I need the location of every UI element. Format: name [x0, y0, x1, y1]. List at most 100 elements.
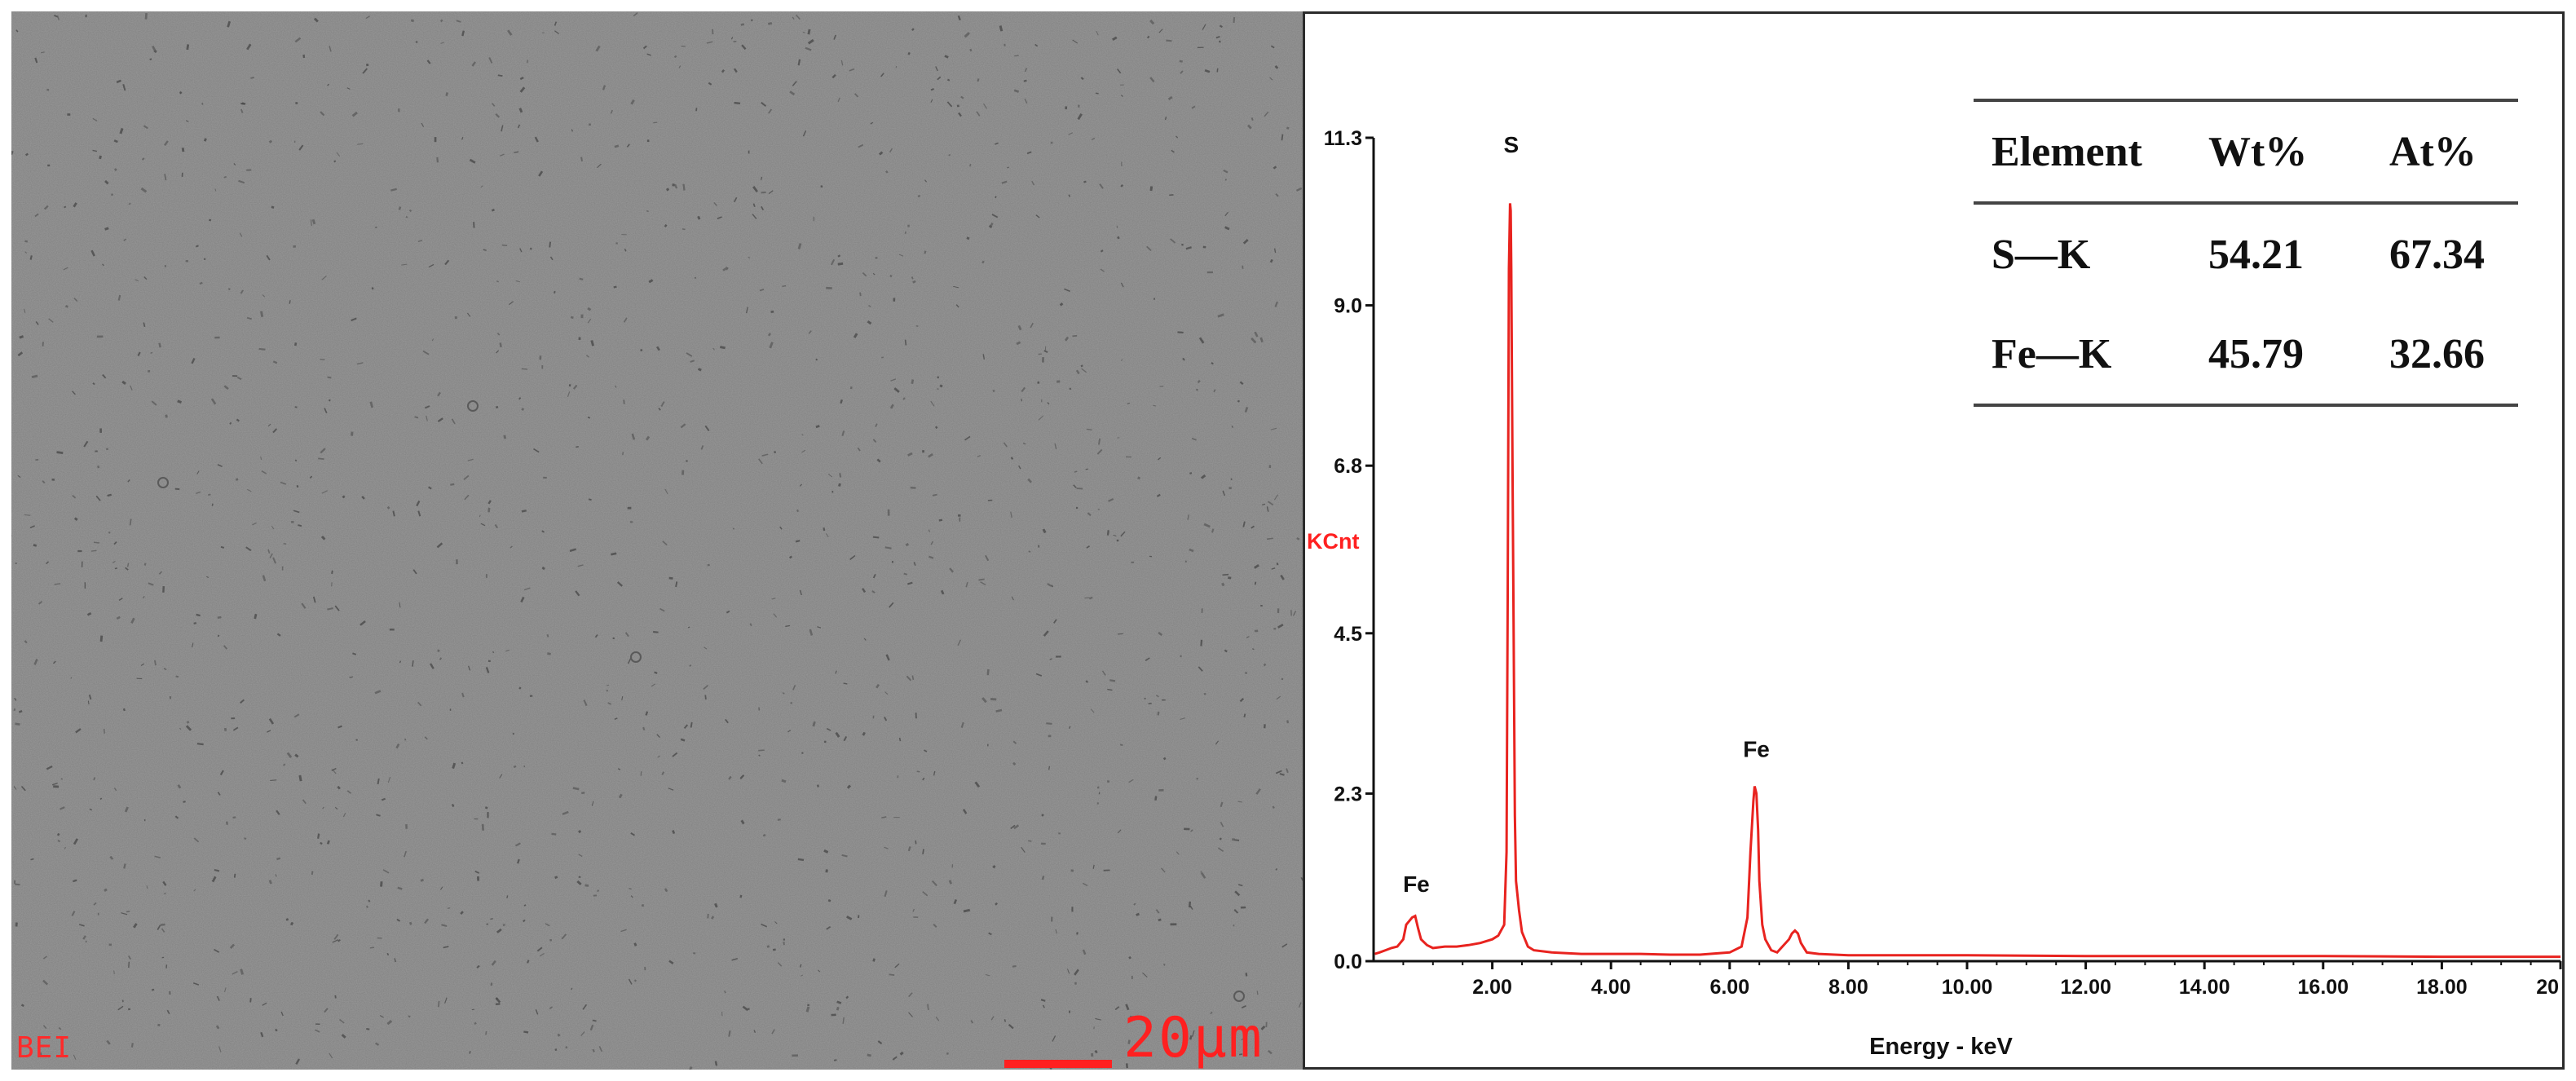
sem-speck	[894, 963, 900, 968]
sem-speck	[14, 697, 17, 701]
sem-speck	[1158, 29, 1163, 33]
sem-speck	[831, 258, 836, 266]
sem-speck	[496, 280, 499, 283]
sem-speck	[668, 576, 673, 580]
sem-speck	[15, 722, 20, 726]
sem-speck	[889, 602, 894, 608]
sem-speck	[1246, 636, 1250, 638]
sem-speck	[1204, 68, 1211, 73]
sem-speck	[130, 617, 135, 624]
sem-speck	[519, 76, 524, 81]
sem-speck	[1125, 1063, 1129, 1069]
sem-speck	[749, 623, 752, 627]
sem-speck	[906, 675, 912, 682]
sem-speck	[283, 542, 287, 545]
sem-speck	[836, 1006, 840, 1011]
sem-speck	[1120, 282, 1124, 288]
sem-speck	[1075, 506, 1078, 510]
sem-speck	[161, 956, 165, 959]
sem-mode-label: BEI	[16, 1031, 73, 1065]
sem-speck	[688, 1066, 693, 1070]
sem-speck	[1273, 628, 1277, 630]
sem-speck	[1149, 19, 1155, 25]
sem-speck	[127, 479, 130, 483]
sem-speck	[1075, 369, 1080, 375]
sem-speck	[633, 942, 637, 946]
sem-speck	[740, 819, 745, 825]
sem-speck	[271, 525, 275, 530]
sem-speck	[126, 563, 130, 567]
sem-speck	[405, 215, 408, 218]
sem-speck	[1077, 113, 1083, 121]
sem-speck	[84, 582, 86, 589]
sem-speck	[179, 727, 182, 730]
sem-speck	[700, 445, 704, 450]
sem-speck	[439, 657, 443, 660]
sem-speck	[1096, 448, 1103, 455]
sem-speck	[394, 958, 396, 963]
sem-speck	[995, 902, 998, 906]
sem-speck	[792, 685, 796, 691]
sem-speck	[88, 694, 92, 700]
sem-speck	[140, 187, 148, 193]
sem-speck	[1158, 788, 1164, 792]
sem-speck	[89, 808, 93, 811]
sem-speck	[785, 624, 791, 628]
sem-speck	[1038, 545, 1040, 548]
table-row: Fe—K 45.79 32.66	[1974, 304, 2518, 405]
sem-speck	[295, 101, 298, 105]
sem-speck	[1222, 490, 1226, 496]
sem-speck	[1180, 717, 1186, 720]
sem-speck	[444, 997, 448, 1004]
sem-speck	[108, 532, 111, 534]
sem-speck	[31, 374, 38, 378]
sem-speck	[872, 536, 880, 539]
sem-speck	[56, 15, 60, 20]
sem-speck	[1164, 117, 1167, 121]
sem-speck	[1216, 68, 1219, 73]
sem-speck	[1080, 364, 1083, 368]
sem-speck	[853, 333, 858, 338]
sem-speck	[825, 533, 829, 538]
sem-speck	[227, 20, 232, 28]
sem-speck	[34, 213, 39, 218]
sem-speck	[272, 428, 278, 434]
sem-speck	[447, 907, 451, 909]
sem-speck	[611, 552, 617, 556]
sem-speck	[799, 483, 802, 487]
sem-speck	[995, 708, 1003, 713]
sem-speck	[1240, 906, 1246, 909]
sem-speck	[249, 998, 252, 1003]
sem-speck	[471, 61, 477, 67]
sem-speck	[92, 149, 98, 152]
sem-speck	[42, 955, 47, 960]
sem-speck	[922, 777, 925, 781]
sem-speck	[317, 833, 320, 839]
sem-speck	[953, 899, 958, 905]
sem-speck	[1241, 1004, 1246, 1009]
sem-speck	[554, 876, 558, 880]
sem-speck	[386, 952, 390, 956]
sem-speck	[474, 1021, 477, 1025]
sem-speck	[471, 1008, 475, 1011]
scale-bar	[1004, 1060, 1112, 1068]
sem-speck	[177, 784, 182, 789]
sem-speck	[1117, 829, 1122, 834]
sem-speck	[1182, 357, 1185, 361]
sem-speck	[562, 810, 569, 815]
sem-speck	[169, 695, 171, 699]
sem-speck	[520, 596, 525, 603]
sem-speck	[1241, 1036, 1247, 1041]
sem-speck	[662, 540, 668, 546]
sem-speck	[969, 163, 972, 167]
sem-speck	[801, 974, 804, 977]
sem-speck	[521, 368, 528, 370]
sem-speck	[1120, 183, 1124, 188]
sem-speck	[527, 960, 530, 964]
sem-speck	[24, 514, 31, 516]
sem-speck	[554, 290, 556, 294]
sem-speck	[1041, 876, 1045, 880]
sem-speck	[42, 480, 46, 484]
sem-speck	[337, 785, 341, 790]
sem-speck	[597, 163, 602, 169]
